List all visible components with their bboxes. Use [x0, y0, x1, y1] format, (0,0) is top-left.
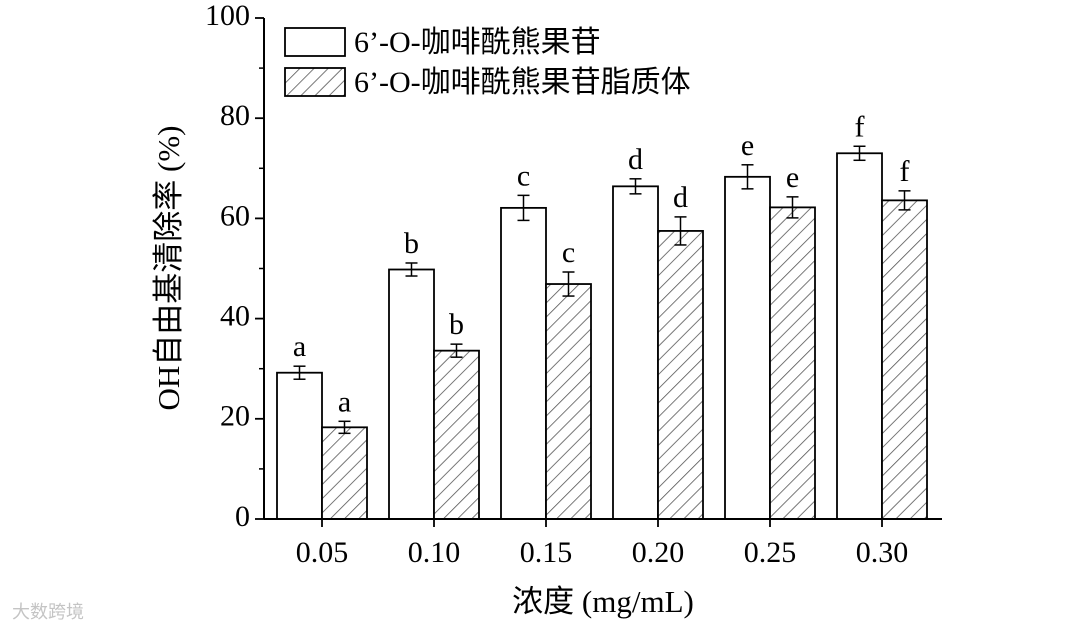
error-bar-series-1-0.25	[741, 164, 754, 190]
legend-label-series-2: 6’-O-咖啡酰熊果苷脂质体	[354, 66, 691, 99]
x-tick-label-0.25: 0.25	[744, 536, 797, 569]
significance-label-series-1-0.30: f	[855, 110, 865, 143]
bar-series-1-0.20	[612, 185, 659, 520]
bar-series-2-0.25	[769, 206, 816, 520]
bar-series-2-0.30	[881, 199, 928, 520]
bar-series-1-0.30	[836, 152, 883, 520]
significance-label-series-2-0.05: a	[338, 385, 351, 418]
significance-label-series-2-0.10: b	[449, 308, 464, 341]
significance-label-series-2-0.15: c	[562, 236, 575, 269]
significance-label-series-1-0.10: b	[404, 227, 419, 260]
error-bar-series-2-0.05	[338, 420, 351, 435]
error-bar-series-2-0.10	[450, 343, 463, 358]
y-tick-label-0: 0	[235, 500, 250, 533]
x-tick-label-0.05: 0.05	[296, 536, 349, 569]
y-tick-label-20: 20	[220, 400, 250, 433]
x-axis-title: 浓度 (mg/mL)	[512, 584, 694, 619]
significance-label-series-1-0.20: d	[628, 143, 643, 176]
bar-series-1-0.25	[724, 175, 771, 520]
error-bar-series-1-0.10	[405, 262, 418, 277]
error-bar-series-2-0.30	[898, 190, 911, 211]
error-bar-series-1-0.15	[517, 194, 530, 222]
error-bar-series-1-0.05	[293, 365, 306, 380]
x-tick-label-0.20: 0.20	[632, 536, 685, 569]
error-bar-series-1-0.20	[629, 178, 642, 195]
bar-series-2-0.15	[545, 283, 592, 520]
bar-series-1-0.15	[500, 206, 547, 520]
bar-series-1-0.05	[276, 371, 323, 520]
y-tick-label-60: 60	[220, 199, 250, 232]
error-bar-series-2-0.15	[562, 271, 575, 297]
error-bar-series-1-0.30	[853, 145, 866, 162]
significance-label-series-2-0.20: d	[673, 181, 688, 214]
y-tick-label-80: 80	[220, 99, 250, 132]
bar-series-2-0.05	[321, 426, 368, 520]
bar-series-2-0.10	[433, 349, 480, 520]
bar-series-1-0.10	[388, 268, 435, 520]
x-tick-label-0.15: 0.15	[520, 536, 573, 569]
bar-series-2-0.20	[657, 230, 704, 520]
significance-label-series-2-0.30: f	[900, 155, 910, 188]
significance-label-series-2-0.25: e	[786, 161, 799, 194]
x-tick-label-0.10: 0.10	[408, 536, 461, 569]
significance-label-series-1-0.05: a	[293, 330, 306, 363]
legend-label-series-1: 6’-O-咖啡酰熊果苷	[354, 26, 601, 59]
legend-swatch-open	[284, 27, 346, 57]
legend-swatch-hatched	[284, 67, 346, 97]
x-tick-label-0.30: 0.30	[856, 536, 909, 569]
error-bar-series-2-0.20	[674, 216, 687, 246]
y-tick-label-100: 100	[205, 0, 250, 32]
significance-label-series-1-0.25: e	[741, 129, 754, 162]
y-tick-label-40: 40	[220, 299, 250, 332]
significance-label-series-1-0.15: c	[517, 159, 530, 192]
legend: 6’-O-咖啡酰熊果苷 6’-O-咖啡酰熊果苷脂质体	[284, 26, 691, 99]
error-bar-series-2-0.25	[786, 196, 799, 219]
watermark-text: 大数跨境	[12, 602, 84, 623]
y-axis-title: OH自由基清除率 (%)	[151, 126, 186, 411]
